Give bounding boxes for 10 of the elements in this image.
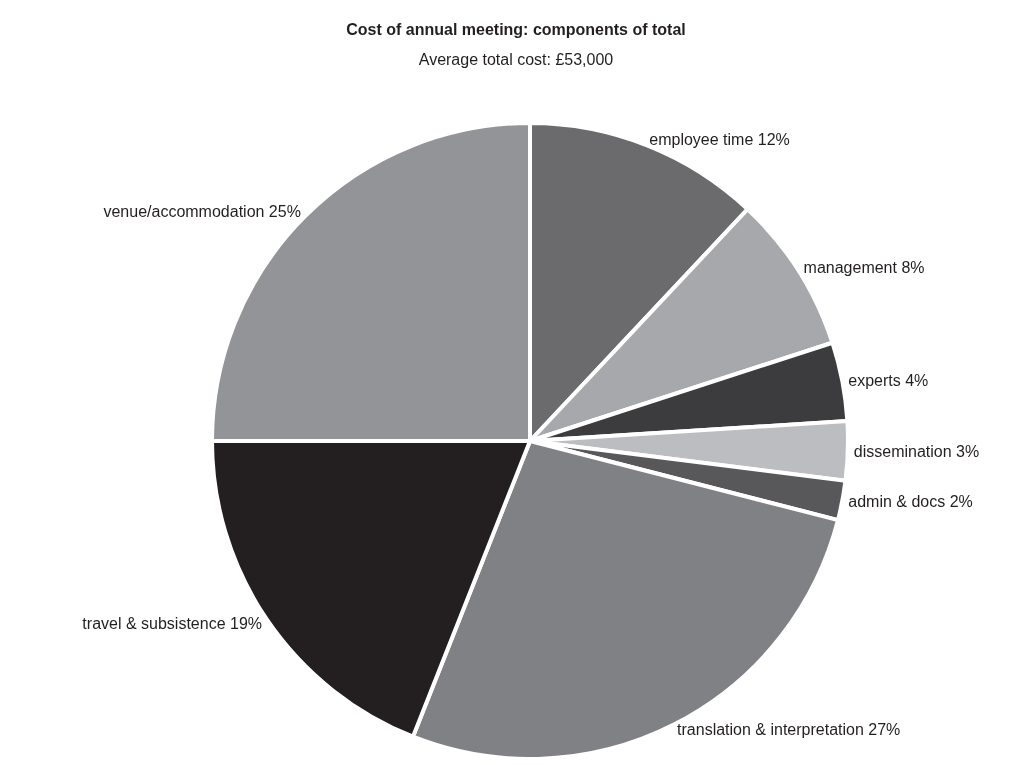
- slice-label: dissemination 3%: [853, 442, 980, 460]
- slice-label: management 8%: [803, 258, 925, 276]
- chart-title: Cost of annual meeting: components of total: [346, 20, 686, 38]
- slice-label: travel & subsistence 19%: [82, 614, 263, 632]
- slice-label: venue/accommodation 25%: [103, 203, 301, 221]
- slice-label: employee time 12%: [649, 131, 790, 149]
- slice-label: admin & docs 2%: [848, 493, 973, 511]
- chart-subtitle: Average total cost: £53,000: [418, 50, 614, 68]
- slice-label: translation & interpretation 27%: [677, 721, 901, 739]
- slice-label: experts 4%: [848, 371, 929, 389]
